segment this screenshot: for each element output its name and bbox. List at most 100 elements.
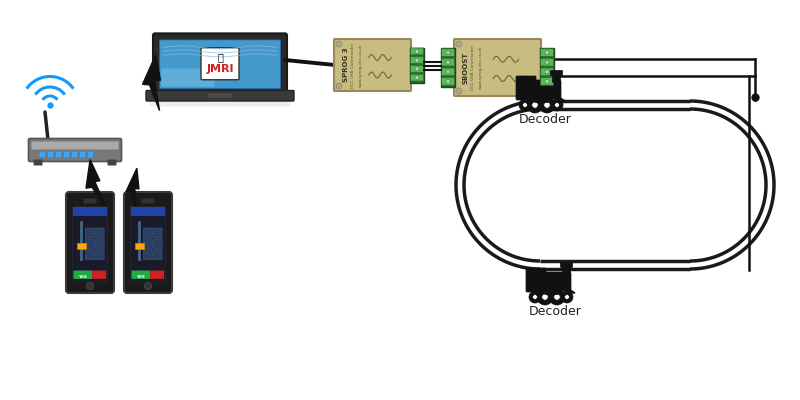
Circle shape [537, 289, 553, 305]
FancyBboxPatch shape [442, 58, 454, 66]
FancyBboxPatch shape [334, 39, 411, 91]
Circle shape [527, 97, 543, 113]
Text: Decoder: Decoder [518, 113, 571, 126]
FancyBboxPatch shape [562, 264, 570, 274]
Circle shape [554, 103, 559, 107]
Circle shape [456, 88, 462, 94]
Text: YES: YES [78, 275, 87, 279]
FancyBboxPatch shape [442, 49, 454, 56]
Circle shape [542, 294, 548, 300]
FancyBboxPatch shape [74, 270, 92, 279]
FancyBboxPatch shape [86, 228, 94, 238]
Polygon shape [142, 55, 161, 111]
Bar [73, 207, 107, 216]
Circle shape [554, 294, 560, 300]
FancyBboxPatch shape [159, 40, 281, 89]
Circle shape [539, 97, 555, 113]
FancyBboxPatch shape [153, 33, 287, 95]
Circle shape [415, 76, 419, 80]
Text: www.sprog-dcc.co.uk: www.sprog-dcc.co.uk [479, 46, 483, 89]
FancyBboxPatch shape [550, 70, 562, 76]
FancyBboxPatch shape [107, 160, 117, 166]
Polygon shape [86, 160, 106, 208]
Circle shape [446, 70, 450, 74]
FancyBboxPatch shape [83, 198, 97, 204]
FancyBboxPatch shape [541, 58, 554, 66]
FancyBboxPatch shape [130, 207, 166, 282]
Bar [131, 207, 165, 216]
Text: www.sprog-dcc.co.uk: www.sprog-dcc.co.uk [359, 43, 363, 87]
FancyBboxPatch shape [66, 192, 114, 293]
FancyBboxPatch shape [142, 198, 154, 204]
Circle shape [545, 80, 549, 84]
FancyBboxPatch shape [410, 57, 423, 64]
FancyBboxPatch shape [150, 100, 290, 106]
FancyBboxPatch shape [92, 270, 106, 279]
FancyBboxPatch shape [516, 76, 536, 100]
FancyBboxPatch shape [454, 39, 541, 96]
FancyBboxPatch shape [410, 74, 423, 81]
FancyBboxPatch shape [553, 72, 561, 82]
FancyBboxPatch shape [143, 250, 152, 260]
FancyBboxPatch shape [124, 192, 172, 293]
Circle shape [415, 58, 419, 62]
Circle shape [456, 41, 462, 47]
FancyBboxPatch shape [95, 250, 104, 260]
FancyBboxPatch shape [543, 272, 571, 291]
FancyBboxPatch shape [34, 160, 42, 166]
Circle shape [522, 103, 527, 107]
Text: DCC USB Commander: DCC USB Commander [351, 42, 355, 88]
FancyBboxPatch shape [95, 239, 104, 249]
Bar [77, 243, 86, 249]
Circle shape [145, 282, 151, 290]
FancyBboxPatch shape [143, 228, 152, 238]
FancyBboxPatch shape [533, 80, 561, 99]
FancyBboxPatch shape [410, 48, 424, 82]
Text: Decoder: Decoder [529, 305, 582, 318]
FancyBboxPatch shape [201, 48, 239, 80]
FancyBboxPatch shape [95, 228, 104, 238]
FancyBboxPatch shape [29, 138, 122, 162]
Circle shape [549, 289, 565, 305]
FancyBboxPatch shape [154, 228, 162, 238]
Polygon shape [559, 97, 565, 101]
Bar [134, 243, 143, 249]
FancyBboxPatch shape [143, 239, 152, 249]
Circle shape [336, 83, 342, 89]
FancyBboxPatch shape [131, 270, 150, 279]
FancyBboxPatch shape [86, 250, 94, 260]
FancyBboxPatch shape [541, 49, 554, 56]
Circle shape [415, 49, 419, 53]
FancyBboxPatch shape [150, 270, 164, 279]
Circle shape [519, 99, 531, 111]
Circle shape [336, 41, 342, 47]
Circle shape [446, 80, 450, 84]
FancyBboxPatch shape [86, 239, 94, 249]
Circle shape [533, 294, 538, 299]
FancyBboxPatch shape [442, 68, 454, 76]
FancyBboxPatch shape [441, 48, 455, 87]
Text: SPROG 3: SPROG 3 [343, 48, 349, 82]
FancyBboxPatch shape [541, 78, 554, 85]
FancyBboxPatch shape [561, 262, 573, 268]
Circle shape [529, 291, 541, 303]
Text: DCC USB Commander: DCC USB Commander [471, 45, 475, 90]
Circle shape [86, 282, 94, 290]
Text: JMRI: JMRI [206, 64, 234, 74]
Circle shape [545, 70, 549, 74]
FancyBboxPatch shape [207, 92, 233, 98]
Circle shape [415, 67, 419, 71]
FancyBboxPatch shape [442, 78, 454, 85]
FancyBboxPatch shape [162, 68, 214, 87]
Circle shape [446, 50, 450, 54]
FancyBboxPatch shape [31, 142, 118, 150]
Circle shape [551, 99, 563, 111]
FancyBboxPatch shape [541, 68, 554, 76]
Circle shape [545, 50, 549, 54]
FancyBboxPatch shape [410, 66, 423, 72]
Text: 🚂: 🚂 [217, 52, 223, 62]
Circle shape [532, 102, 538, 108]
FancyBboxPatch shape [154, 250, 162, 260]
Text: YES: YES [136, 275, 145, 279]
FancyBboxPatch shape [540, 48, 554, 87]
